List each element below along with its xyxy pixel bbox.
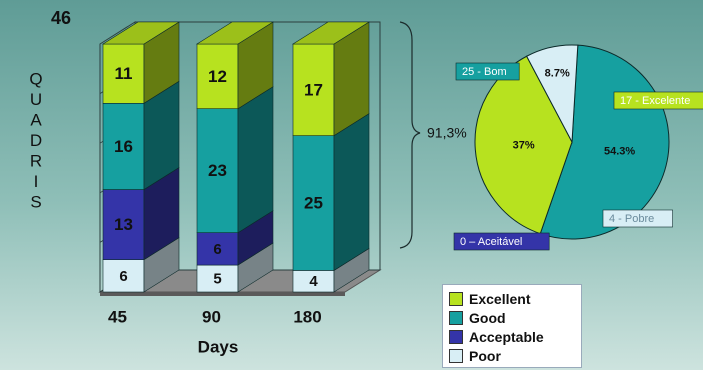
legend-swatch-good	[449, 311, 463, 325]
legend-item-poor: Poor	[449, 346, 575, 365]
bar-value-label: 17	[304, 80, 323, 99]
pie-category-label: 0 – Aceitável	[460, 236, 522, 248]
bar-stack-45	[103, 22, 179, 292]
bar-segment-good-180-side	[334, 114, 369, 271]
pie-percent-label: 54.3%	[604, 145, 635, 157]
pie-percent-label: 8.7%	[545, 68, 570, 80]
chart-floor-edge	[100, 292, 345, 296]
y-axis-label-letter: U	[30, 90, 42, 109]
y-axis-label-letter: I	[34, 172, 39, 191]
bar-value-label: 5	[213, 270, 221, 287]
x-tick-label: 90	[202, 307, 221, 326]
bar-value-label: 13	[114, 215, 133, 234]
bar-value-label: 6	[119, 268, 127, 285]
legend-item-good: Good	[449, 308, 575, 327]
x-axis-label: Days	[198, 337, 239, 356]
bar-stack-90	[197, 22, 273, 292]
bar-value-label: 11	[115, 64, 133, 83]
y-axis-label-letter: Q	[29, 69, 42, 88]
bracket-percent-label: 91,3%	[427, 125, 467, 141]
bar-value-label: 4	[309, 273, 318, 290]
bar-value-label: 12	[208, 67, 227, 86]
bar-value-label: 16	[114, 137, 133, 156]
x-tick-label: 180	[293, 307, 321, 326]
bar-value-label: 6	[213, 241, 221, 258]
pie-category-label: 17 - Excelente	[620, 95, 690, 107]
bar-stack-180	[293, 22, 369, 292]
y-axis-label-letter: A	[30, 110, 42, 129]
bracket-line	[400, 22, 420, 248]
bar-segment-good-90-side	[238, 87, 273, 233]
pie-category-label: 4 - Pobre	[609, 213, 654, 225]
x-tick-label: 45	[108, 307, 127, 326]
legend-label-good: Good	[469, 310, 506, 326]
y-axis-label-letter: R	[30, 151, 42, 170]
pie-category-label: 25 - Bom	[462, 66, 507, 78]
pie-percent-label: 37%	[513, 140, 535, 152]
legend-item-excellent: Excellent	[449, 289, 575, 308]
legend-label-poor: Poor	[469, 348, 501, 364]
legend-swatch-poor	[449, 349, 463, 363]
legend-swatch-acceptable	[449, 330, 463, 344]
chart-legend: Excellent Good Acceptable Poor	[442, 284, 582, 368]
y-axis-label-letter: D	[30, 131, 42, 150]
legend-label-acceptable: Acceptable	[469, 329, 544, 345]
axis-top-value: 46	[51, 8, 71, 28]
stacked-bars	[103, 22, 369, 292]
bar-value-label: 25	[304, 194, 323, 213]
legend-label-excellent: Excellent	[469, 291, 530, 307]
legend-swatch-excellent	[449, 292, 463, 306]
y-axis-label-letter: S	[30, 192, 41, 211]
bar-value-label: 23	[208, 161, 227, 180]
legend-item-acceptable: Acceptable	[449, 327, 575, 346]
